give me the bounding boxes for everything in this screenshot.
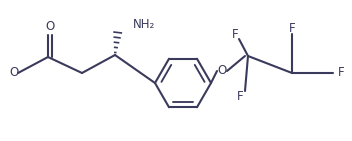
Text: F: F [232, 27, 238, 40]
Text: O: O [10, 67, 19, 80]
Text: O: O [218, 64, 227, 78]
Text: F: F [289, 23, 295, 36]
Text: O: O [45, 20, 55, 34]
Text: F: F [338, 67, 345, 80]
Text: NH₂: NH₂ [133, 18, 155, 31]
Text: F: F [237, 90, 243, 103]
